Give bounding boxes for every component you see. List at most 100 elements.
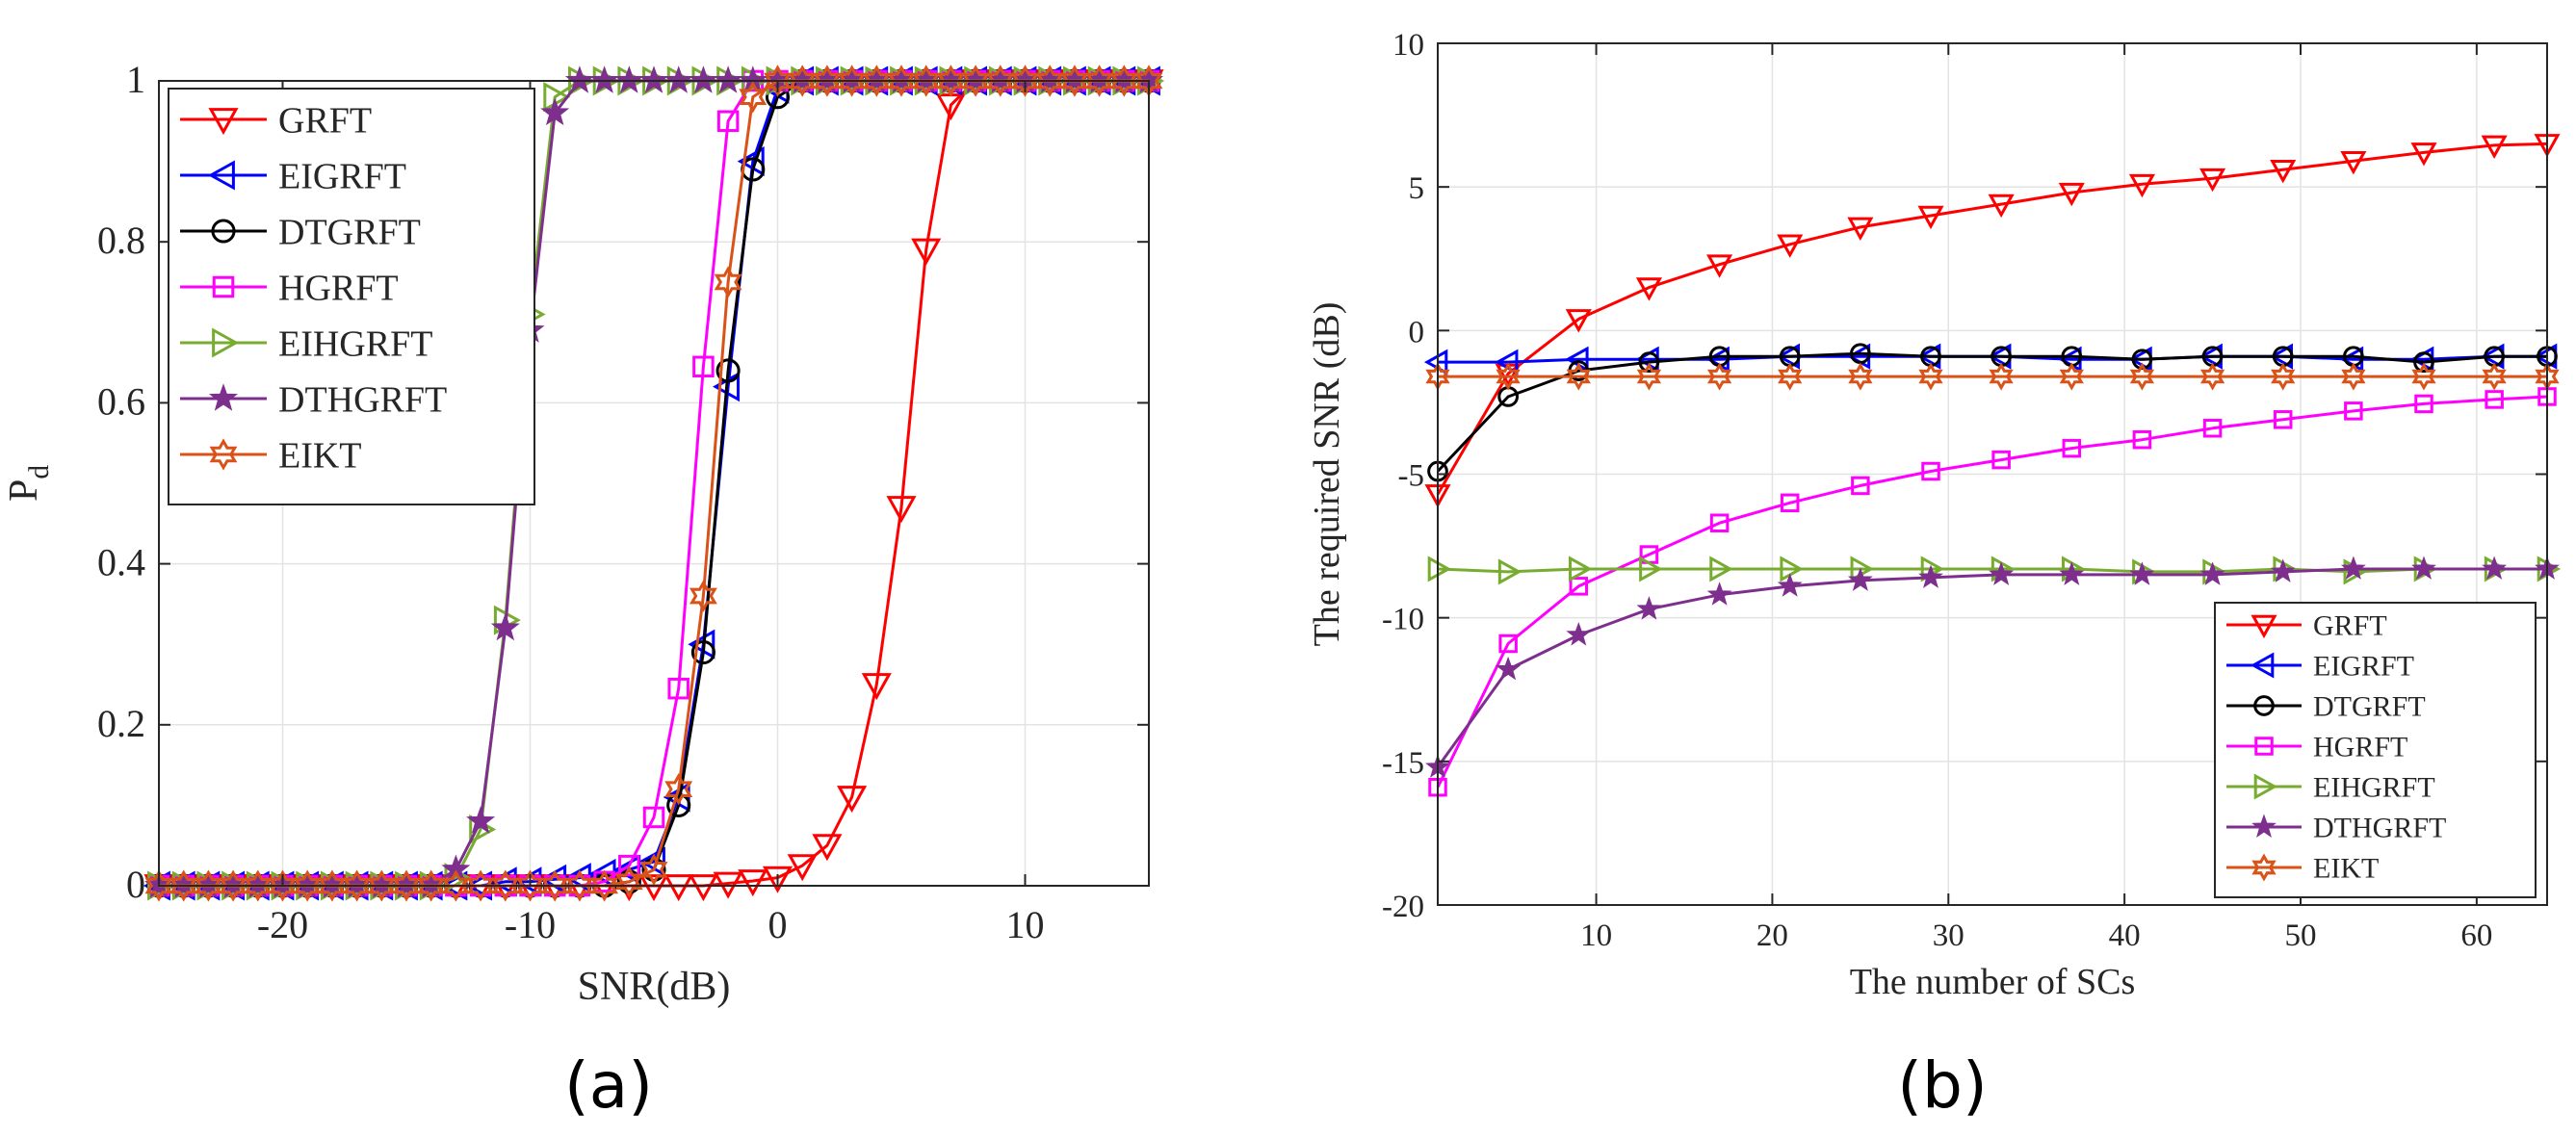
data-point xyxy=(862,65,891,97)
legend-label: DTHGRFT xyxy=(2313,813,2446,844)
legend-label: DTGRFT xyxy=(278,212,421,252)
data-point xyxy=(1496,362,1521,391)
data-point xyxy=(2341,362,2366,391)
data-point xyxy=(2129,561,2155,585)
legend-label: GRFT xyxy=(2313,610,2387,642)
legend-label: DTGRFT xyxy=(2313,691,2426,723)
data-point xyxy=(1565,309,1592,333)
data-point xyxy=(1497,558,1522,585)
legend-entry-eikt: EIKT xyxy=(180,435,362,476)
legend-entry-eigrft: EIGRFT xyxy=(2226,651,2414,683)
data-point xyxy=(1706,582,1732,606)
series-line xyxy=(1436,142,2548,496)
legend-label: EIGRFT xyxy=(2313,651,2414,683)
x-tick-label: 50 xyxy=(2285,918,2317,953)
data-point xyxy=(2270,558,2296,582)
x-axis-label: SNR(dB) xyxy=(578,965,731,1009)
data-point xyxy=(2271,362,2296,391)
data-point xyxy=(614,866,643,898)
data-point xyxy=(2340,556,2366,580)
data-point xyxy=(642,806,665,829)
data-point xyxy=(2059,362,2084,391)
x-tick-label: -10 xyxy=(505,903,556,946)
data-point xyxy=(716,110,740,133)
data-point xyxy=(1778,362,1803,391)
series-line xyxy=(1436,395,2548,789)
data-point xyxy=(1991,450,2011,470)
data-point xyxy=(2132,429,2152,450)
data-point xyxy=(861,673,892,701)
data-point xyxy=(540,869,569,902)
legend-label: EIHGRFT xyxy=(278,323,432,364)
data-point xyxy=(194,869,222,902)
y-tick-label: 0 xyxy=(126,863,145,906)
data-point xyxy=(688,874,718,902)
data-point xyxy=(2485,390,2504,409)
legend-entry-dthgrft: DTHGRFT xyxy=(2226,813,2446,844)
data-point xyxy=(716,358,741,383)
data-point xyxy=(1918,564,1943,588)
data-point xyxy=(1848,362,1873,391)
data-point xyxy=(1921,461,1940,481)
chart-panel-b: 10 20 30 40 50 60 -20 -15 -10 -5 0 5 10 The number of… xyxy=(1307,28,2562,1123)
data-point xyxy=(911,238,942,266)
data-point xyxy=(466,869,495,902)
data-point xyxy=(1085,65,1114,97)
x-axis-label: The number of SCs xyxy=(1850,962,2136,1002)
y-axis-label-text: P xyxy=(2,479,46,502)
legend-marker xyxy=(208,383,239,411)
data-point xyxy=(2128,173,2155,198)
legend-marker xyxy=(212,275,235,298)
data-point xyxy=(1636,596,1662,620)
data-point xyxy=(2270,159,2297,184)
data-point xyxy=(714,266,742,298)
x-tick-label: 40 xyxy=(2109,918,2141,953)
data-point xyxy=(2482,362,2507,391)
legend-entry-grft: GRFT xyxy=(180,100,372,141)
legend-label: EIHGRFT xyxy=(2313,772,2435,804)
x-tick-label: 10 xyxy=(1580,918,1612,953)
data-point xyxy=(2482,556,2508,580)
x-tick-label: 0 xyxy=(768,903,788,946)
data-point xyxy=(762,866,794,893)
data-point xyxy=(2273,410,2293,429)
data-point xyxy=(1706,254,1733,278)
series-eikt xyxy=(1425,362,2560,391)
data-point xyxy=(689,580,717,612)
legend: GRFT EIGRFT DTGRFT HGRFT EIHGRFT DTHGRFT EIKT xyxy=(2214,602,2537,898)
data-point xyxy=(2058,182,2085,207)
data-point xyxy=(1638,351,1660,373)
data-point xyxy=(441,869,470,902)
y-tick-label: -15 xyxy=(1382,746,1424,781)
legend-marker xyxy=(2250,652,2275,679)
data-point xyxy=(713,871,743,899)
data-point xyxy=(637,846,665,877)
data-point xyxy=(639,853,668,886)
x-tick-label: 30 xyxy=(1933,918,1965,953)
data-point xyxy=(516,869,544,902)
panel-label: (a) xyxy=(564,1048,653,1123)
data-point xyxy=(692,355,715,378)
data-point xyxy=(1777,573,1803,597)
series-hgrft xyxy=(1428,387,2557,797)
data-point xyxy=(2202,419,2223,438)
data-point xyxy=(812,834,843,862)
data-point xyxy=(2059,561,2085,585)
legend-marker xyxy=(208,108,239,136)
legend-entry-dtgrft: DTGRFT xyxy=(2226,691,2426,723)
data-point xyxy=(788,65,817,97)
y-tick-label: 0.8 xyxy=(97,219,145,262)
y-tick-label: 0.6 xyxy=(97,379,145,423)
data-point xyxy=(1060,65,1089,97)
y-tick-label: 0.2 xyxy=(97,702,145,745)
data-point xyxy=(2411,362,2436,391)
data-point xyxy=(787,854,818,882)
data-point xyxy=(466,806,496,834)
data-point xyxy=(1847,217,1874,242)
data-point xyxy=(936,65,965,97)
data-point xyxy=(2413,351,2434,373)
y-axis-label-text: The required SNR (dB) xyxy=(1307,302,1347,647)
data-point xyxy=(1498,634,1518,654)
data-point xyxy=(2411,556,2436,580)
